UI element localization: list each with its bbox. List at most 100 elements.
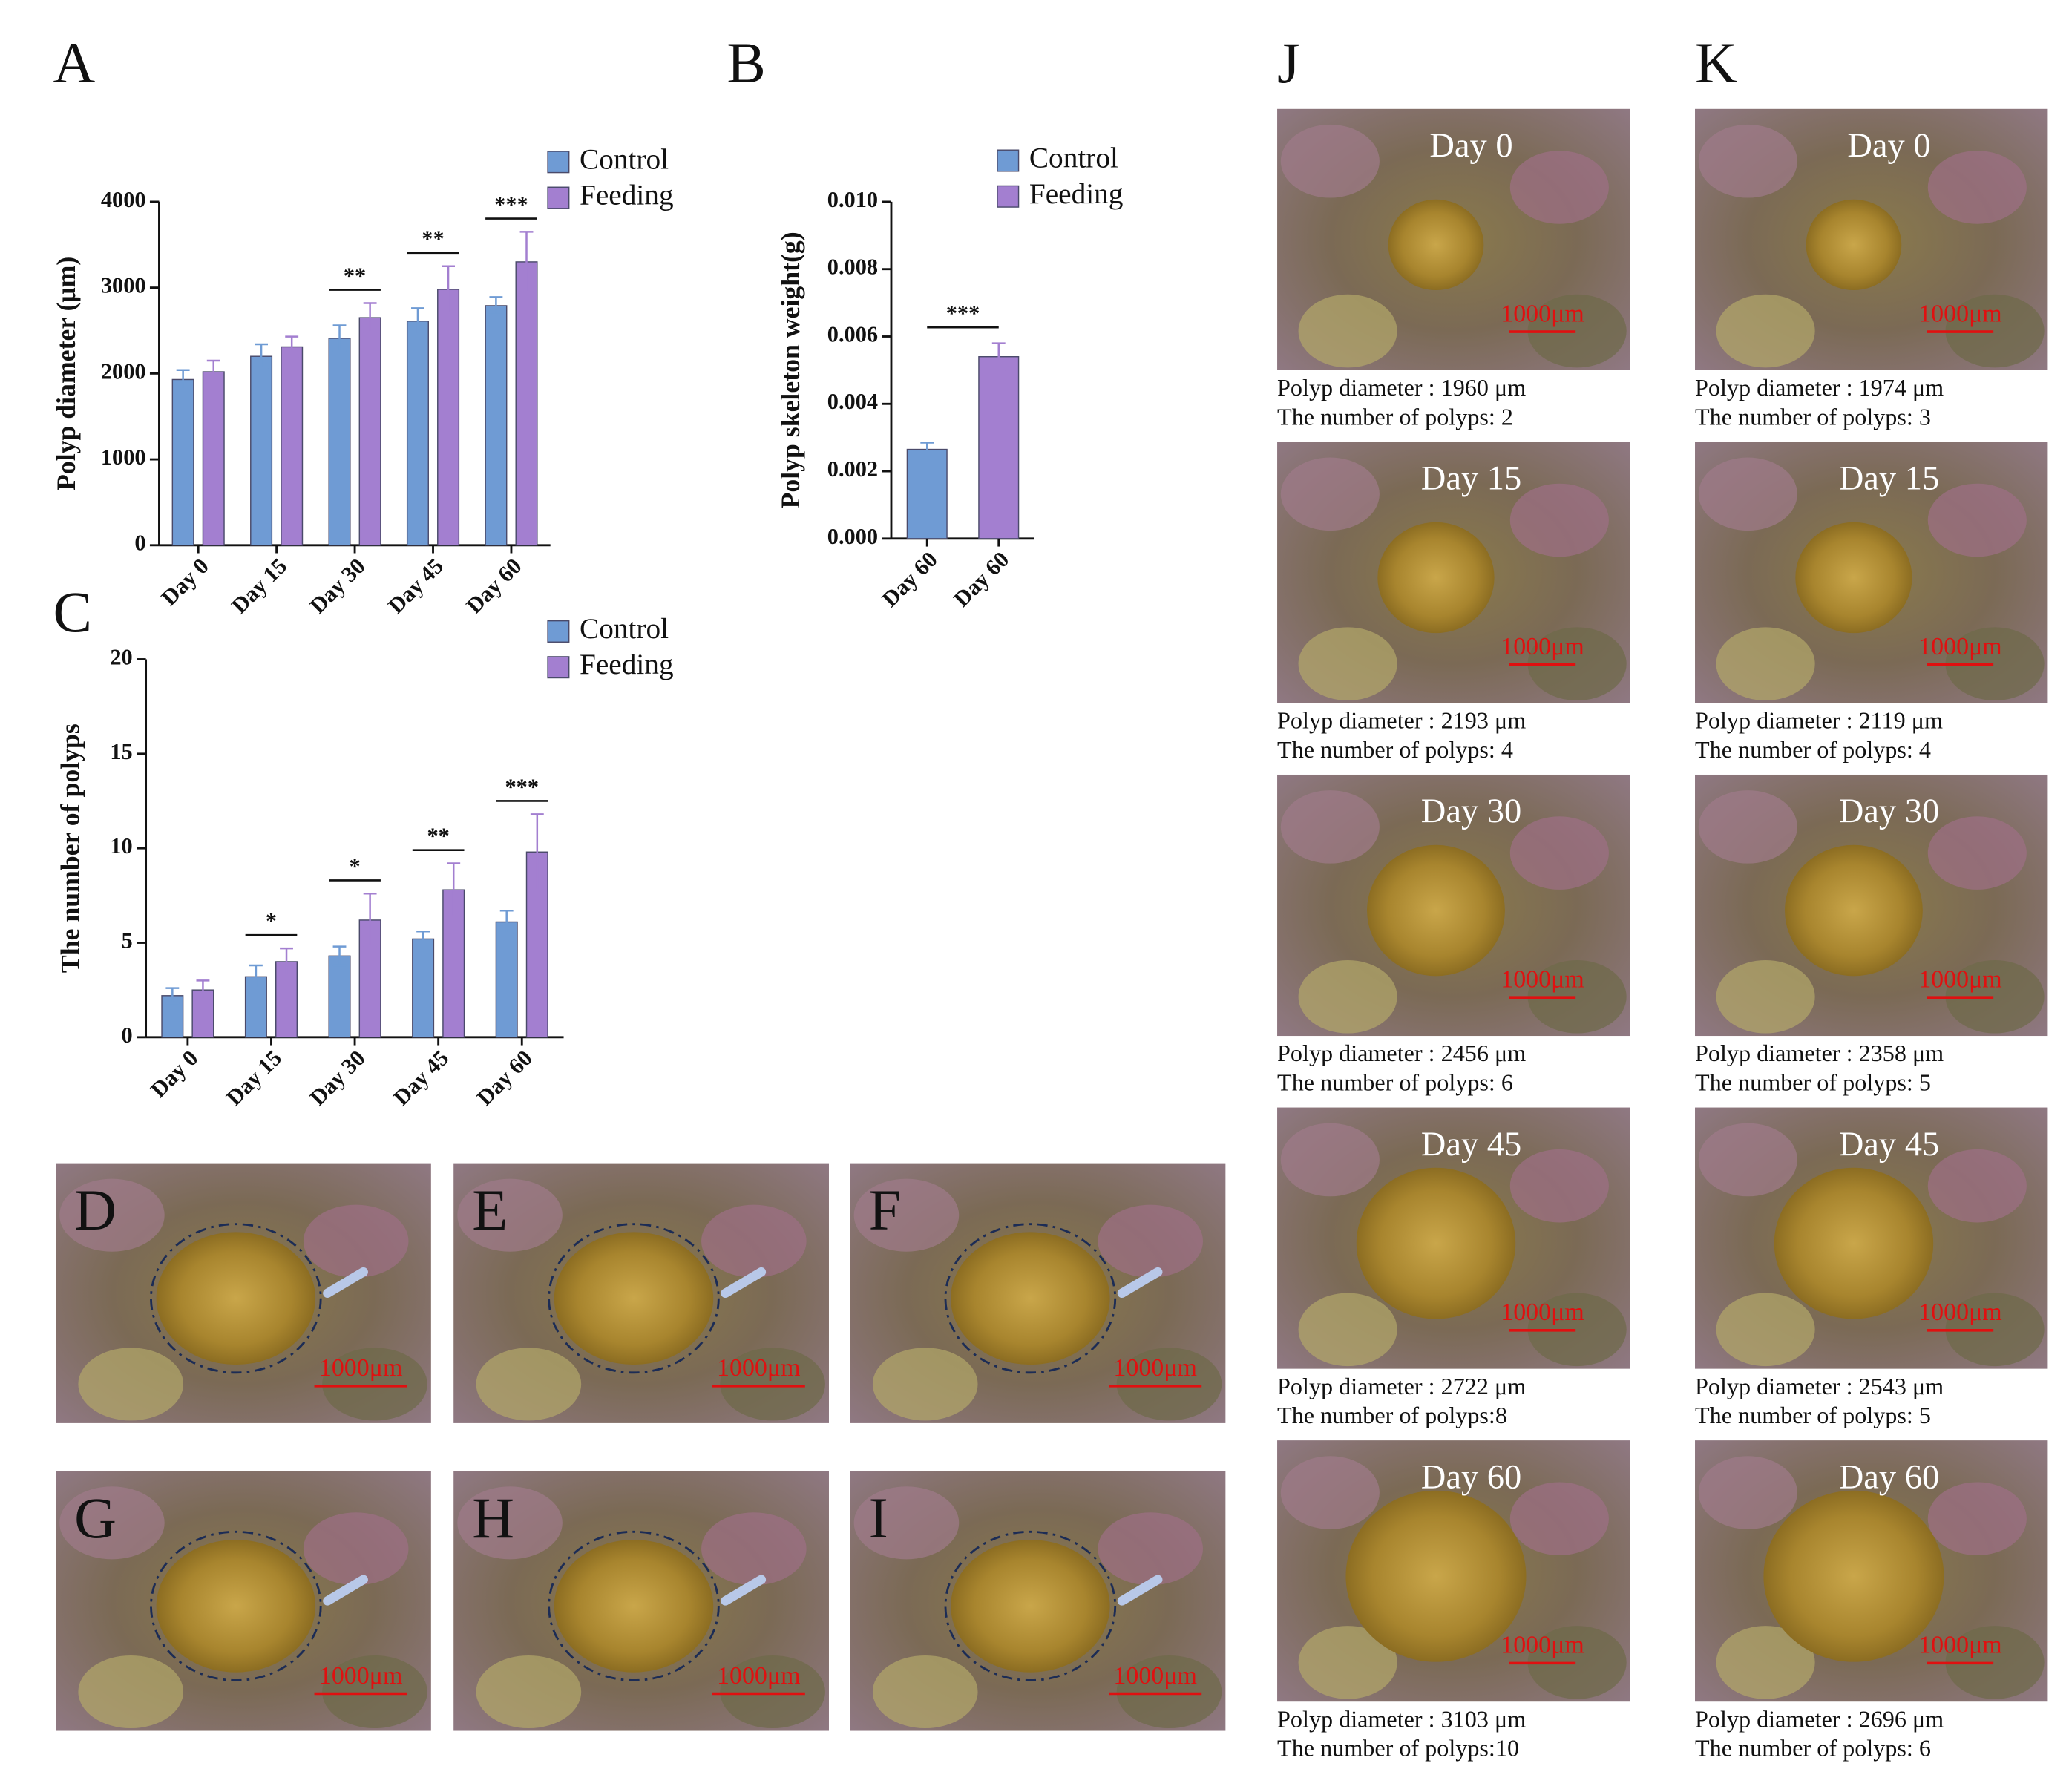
- photo-patch: [1280, 457, 1380, 531]
- bar: [250, 355, 273, 546]
- day-label: Day 0: [1847, 127, 1930, 165]
- photo: Day 0 1000μm: [1277, 108, 1630, 370]
- caption-count: The number of polyps: 3: [1695, 403, 1931, 430]
- x-tick-label: Day 45: [388, 1046, 453, 1111]
- photo: Day 0 1000μm: [1695, 108, 2048, 370]
- photo: Day 45 1000μm: [1277, 1107, 1630, 1369]
- y-tick-label: 0: [134, 531, 145, 556]
- significance-label: ***: [494, 191, 528, 217]
- day-label: Day 60: [1421, 1458, 1521, 1496]
- bar: [406, 321, 429, 546]
- scale-bar-label: 1000μm: [1918, 633, 2001, 660]
- scale-bar-label: 1000μm: [1501, 966, 1584, 994]
- photo-patch: [1527, 627, 1627, 700]
- y-tick-label: 0.006: [827, 321, 878, 347]
- panel-letter: D: [74, 1178, 117, 1243]
- scale-bar-label: 1000μm: [1113, 1662, 1196, 1690]
- x-tick-label: Day 30: [305, 1046, 370, 1111]
- significance-label: ***: [946, 301, 980, 326]
- photo: Day 45 1000μm: [1695, 1107, 2048, 1369]
- error-bar: [363, 893, 377, 948]
- day-label: Day 30: [1421, 792, 1521, 830]
- photo-patch: [1298, 1293, 1397, 1367]
- caption-count: The number of polyps: 4: [1695, 736, 1931, 763]
- arrow: [721, 1575, 767, 1606]
- photo-patch: [1927, 483, 2027, 557]
- polyp: [951, 1232, 1110, 1365]
- error-bar: [991, 342, 1006, 372]
- x-tick-label: Day 60: [472, 1046, 537, 1111]
- y-axis-label: Polyp skeleton weight(g): [776, 232, 805, 508]
- error-bar: [416, 930, 430, 948]
- caption-diameter: Polyp diameter : 1974 μm: [1695, 374, 1944, 401]
- scale-bar-label: 1000μm: [1501, 1299, 1584, 1326]
- photo-patch: [1509, 483, 1609, 557]
- photo-patch: [78, 1348, 184, 1421]
- y-tick-label: 0.002: [827, 456, 878, 482]
- photo-patch: [476, 1655, 582, 1729]
- error-bar: [249, 964, 263, 989]
- y-tick-label: 2000: [101, 358, 146, 384]
- caption-diameter: Polyp diameter : 2696 μm: [1695, 1705, 1944, 1732]
- error-bar: [447, 862, 461, 918]
- error-bar: [519, 231, 534, 293]
- bar: [202, 371, 225, 546]
- day-label: Day 60: [1839, 1458, 1939, 1496]
- photo-patch: [1927, 1482, 2027, 1556]
- photo-patch: [1527, 294, 1627, 368]
- photo: Day 15 1000μm: [1277, 442, 1630, 703]
- panel-letter: F: [869, 1178, 902, 1243]
- photo-patch: [853, 1486, 960, 1560]
- polyp: [1774, 1167, 1934, 1319]
- photo: F 1000μm: [850, 1163, 1226, 1423]
- photo-patch: [78, 1655, 184, 1729]
- polyp: [1345, 1490, 1527, 1662]
- x-tick-label: Day 15: [221, 1046, 286, 1111]
- photo-patch: [872, 1655, 978, 1729]
- panel-letter: H: [472, 1486, 514, 1551]
- caption-diameter: Polyp diameter : 3103 μm: [1277, 1705, 1526, 1732]
- polyp: [1763, 1490, 1944, 1662]
- polyp: [554, 1232, 714, 1365]
- error-bar: [280, 947, 293, 977]
- photo-patch: [1927, 151, 2027, 224]
- bar: [485, 305, 508, 546]
- photo-patch: [1527, 959, 1627, 1034]
- photo-patch: [457, 1486, 563, 1560]
- error-bar: [499, 909, 514, 935]
- significance-label: ***: [505, 774, 539, 799]
- x-tick-label: Day 60: [462, 554, 527, 619]
- scale-bar-label: 1000μm: [1918, 966, 2001, 994]
- polyp: [1367, 844, 1505, 977]
- photo-patch: [457, 1178, 563, 1252]
- photo: Day 60 1000μm: [1277, 1440, 1630, 1702]
- photo-patch: [1698, 1123, 1797, 1197]
- caption-diameter: Polyp diameter : 2119 μm: [1695, 707, 1943, 734]
- x-tick-label: Day 15: [226, 554, 292, 619]
- bar: [906, 448, 948, 539]
- photo-patch: [1945, 294, 2045, 368]
- legend-swatch: [997, 185, 1020, 208]
- x-tick-label: Day 30: [305, 554, 370, 619]
- photo-patch: [1509, 151, 1609, 224]
- photo-patch: [1716, 627, 1815, 700]
- panel-letter: J: [1277, 31, 1300, 96]
- y-tick-label: 0.010: [827, 187, 878, 212]
- error-bar: [206, 359, 220, 384]
- error-bar: [255, 343, 269, 370]
- photo-patch: [1116, 1655, 1222, 1729]
- photo-patch: [1698, 457, 1797, 531]
- error-bar: [196, 979, 210, 1001]
- day-label: Day 45: [1839, 1126, 1939, 1164]
- photo-patch: [59, 1178, 165, 1252]
- scale-bar-label: 1000μm: [1501, 300, 1584, 327]
- photo: H 1000μm: [453, 1471, 829, 1731]
- photo-patch: [1298, 627, 1397, 700]
- error-bar: [920, 442, 934, 457]
- photo-patch: [1527, 1626, 1627, 1699]
- outline: [944, 1223, 1117, 1374]
- scale-bar-label: 1000μm: [1918, 1299, 2001, 1326]
- photo: Day 30 1000μm: [1277, 774, 1630, 1037]
- bar: [495, 921, 518, 1038]
- bar: [978, 356, 1020, 539]
